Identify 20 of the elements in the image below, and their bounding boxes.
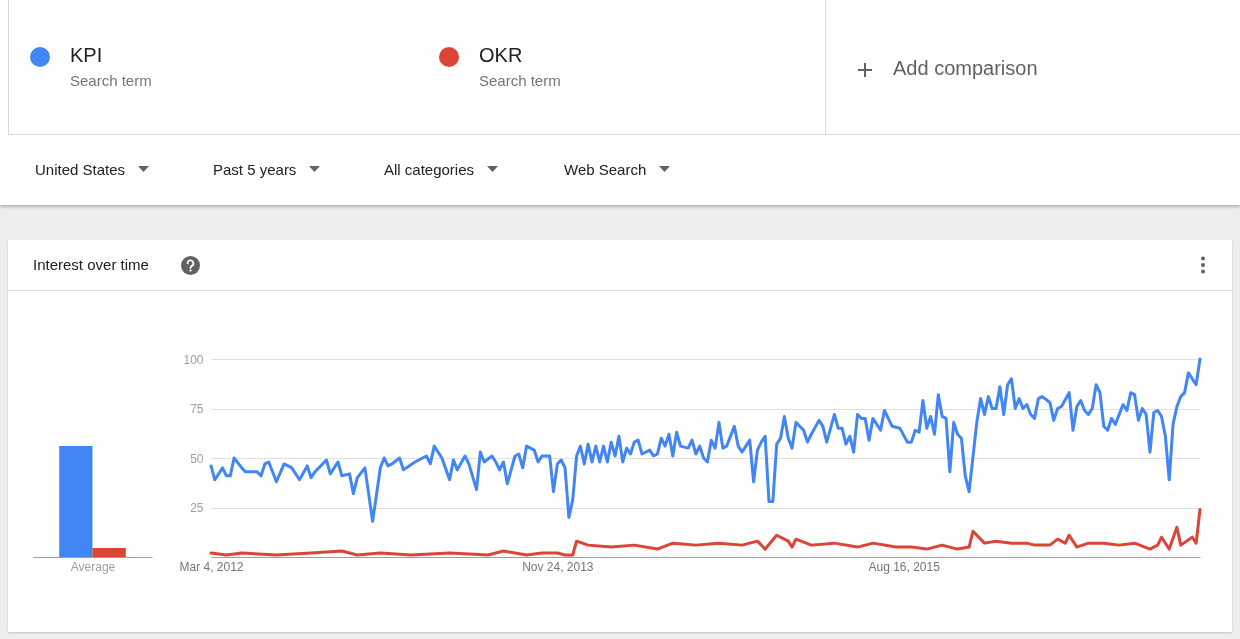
text: Search term	[70, 72, 152, 89]
text: All categories	[384, 161, 475, 178]
text: Past 5 years	[213, 161, 297, 178]
legend-label: KPI	[70, 44, 103, 67]
text: Search term	[479, 72, 561, 89]
text: Interest over time	[33, 256, 149, 273]
y-tick-label: 25	[190, 501, 204, 515]
line-series	[209, 507, 1202, 557]
line-series	[209, 357, 1202, 523]
x-tick-label: Aug 16, 2015	[868, 559, 941, 574]
text: Add comparison	[893, 57, 1038, 80]
text: Web Search	[564, 161, 647, 178]
legend-label: OKR	[479, 44, 523, 67]
text: United States	[35, 161, 126, 178]
x-tick-label: Mar 4, 2012	[179, 559, 244, 574]
y-tick-label: 50	[190, 451, 204, 466]
x-tick-label: Nov 24, 2013	[522, 559, 594, 574]
x-axis-title: Average	[70, 559, 116, 574]
y-tick-label: 75	[190, 402, 204, 416]
y-tick-label: 100	[183, 352, 204, 367]
